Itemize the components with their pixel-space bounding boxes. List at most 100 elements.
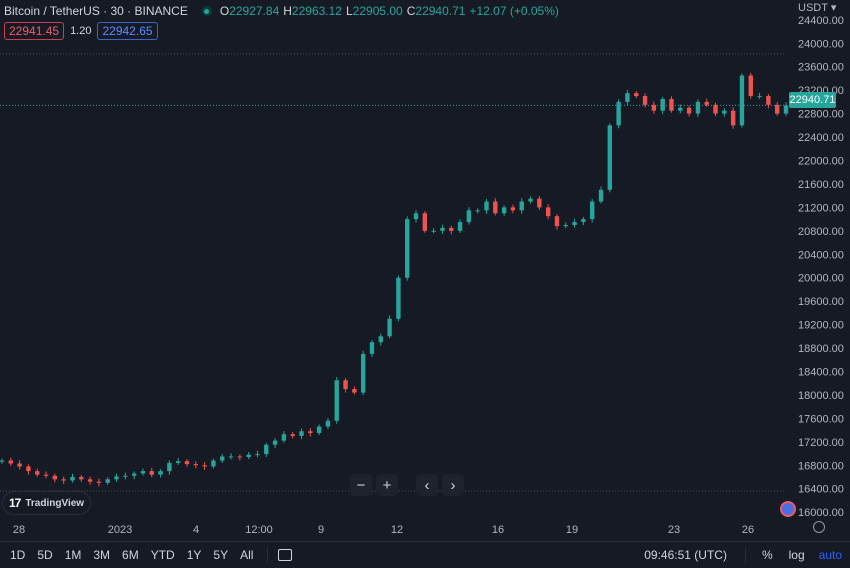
market-open-icon — [201, 6, 212, 16]
percent-scale-toggle[interactable]: % — [761, 548, 773, 562]
time-tick-label: 2023 — [108, 524, 132, 536]
candle-body — [431, 230, 436, 232]
low-label: L — [345, 4, 353, 18]
candle-body — [211, 460, 216, 467]
currency-selector[interactable]: USDT ▾ — [798, 1, 836, 14]
gear-icon[interactable] — [813, 521, 825, 533]
price-tick-label: 20000.00 — [798, 273, 844, 285]
candle-body — [220, 456, 225, 461]
period-all[interactable]: All — [240, 548, 254, 562]
candle-body — [70, 476, 75, 481]
candle-body — [281, 434, 287, 441]
price-tick-label: 18400.00 — [798, 366, 844, 378]
auto-scale-toggle[interactable]: auto — [818, 548, 842, 562]
candle-body — [607, 125, 613, 190]
price-tick-label: 18800.00 — [798, 343, 844, 355]
symbol-title[interactable]: Bitcoin / TetherUS · 30 · BINANCE — [4, 4, 188, 18]
flag-icon[interactable] — [780, 501, 796, 517]
candle-body — [493, 201, 498, 214]
candle-body — [475, 210, 480, 212]
candle-body — [378, 336, 383, 343]
utc-clock[interactable]: 09:46:51 (UTC) — [644, 548, 727, 562]
period-3m[interactable]: 3M — [93, 548, 111, 562]
price-tick-label: 16000.00 — [798, 507, 844, 519]
candle-body — [26, 466, 31, 472]
price-tick-label: 19600.00 — [798, 296, 844, 308]
period-1m[interactable]: 1M — [64, 548, 82, 562]
candle-body — [563, 224, 568, 227]
time-tick-label: 28 — [13, 524, 25, 536]
candle-body — [669, 98, 674, 111]
tradingview-logo[interactable]: 17 TradingView — [3, 492, 91, 514]
candle-body — [686, 107, 692, 114]
currency-label: USDT — [798, 2, 828, 14]
zoom-in-button[interactable]: + — [376, 474, 398, 496]
candle-body — [131, 473, 137, 476]
price-tick-label: 21200.00 — [798, 202, 844, 214]
candle-body — [598, 189, 604, 202]
candle-body — [449, 227, 454, 231]
time-tick-label: 12 — [391, 524, 403, 536]
candle-body — [0, 460, 5, 462]
price-tick-label: 17600.00 — [798, 413, 844, 425]
candle-body — [766, 96, 771, 105]
time-tick-label: 4 — [193, 524, 199, 536]
candle-body — [695, 101, 701, 114]
candle-body — [572, 222, 577, 225]
candle-body — [757, 96, 762, 98]
period-6m[interactable]: 6M — [122, 548, 139, 562]
candle-body — [43, 474, 49, 476]
time-tick-label: 26 — [742, 524, 754, 536]
candle-body — [184, 461, 190, 465]
scroll-left-button[interactable]: ‹ — [416, 474, 438, 496]
price-tick-label: 23600.00 — [798, 62, 844, 74]
candle-body — [405, 219, 410, 278]
zoom-out-button[interactable]: − — [350, 474, 372, 496]
candle-body — [105, 479, 110, 483]
open-label: O — [219, 4, 230, 18]
candle-body — [360, 353, 366, 393]
price-tick-label: 16800.00 — [798, 460, 844, 472]
candle-body — [466, 210, 472, 223]
time-tick-label: 19 — [566, 524, 578, 536]
candle-body — [352, 389, 357, 393]
log-scale-toggle[interactable]: log — [788, 548, 805, 562]
candle-body — [167, 462, 172, 472]
candle-body — [290, 434, 295, 436]
period-ytd[interactable]: YTD — [150, 548, 175, 562]
candle-body — [722, 110, 727, 114]
period-1d[interactable]: 1D — [10, 548, 26, 562]
bid-ask-panel: 22941.45 1.20 22942.65 — [4, 21, 158, 40]
high-label: H — [283, 4, 292, 18]
low-value: 22905.00 — [352, 4, 403, 18]
tradingview-logo-text: TradingView — [25, 497, 85, 509]
date-range-icon[interactable] — [278, 549, 293, 561]
period-1y[interactable]: 1Y — [186, 548, 202, 562]
toolbar-divider — [744, 547, 746, 563]
period-5d[interactable]: 5D — [37, 548, 53, 562]
candle-body — [228, 456, 234, 458]
time-tick-label: 16 — [492, 524, 504, 536]
bottom-toolbar: 1D 5D 1M 3M 6M YTD 1Y 5Y All 09:46:51 (U… — [0, 541, 850, 568]
period-5y[interactable]: 5Y — [213, 548, 229, 562]
candle-body — [660, 98, 665, 111]
candle-body — [17, 463, 22, 467]
candle-body — [484, 201, 489, 211]
candle-body — [264, 444, 269, 455]
candle-body — [545, 207, 551, 217]
scale-options: 09:46:51 (UTC) % log auto — [644, 547, 842, 563]
candle-body — [237, 456, 243, 458]
candle-body — [396, 277, 401, 319]
price-tick-label: 24000.00 — [798, 38, 844, 50]
candle-body — [634, 93, 639, 97]
time-tick-label: 23 — [668, 524, 680, 536]
buy-price-button[interactable]: 22942.65 — [97, 21, 158, 40]
scroll-right-button[interactable]: › — [442, 474, 464, 496]
candle-body — [590, 201, 595, 220]
sell-price-button[interactable]: 22941.45 — [4, 21, 65, 40]
price-tick-label: 21600.00 — [798, 179, 844, 191]
candle-body — [413, 213, 419, 220]
zoom-controls: − + ‹ › — [350, 474, 464, 496]
candle-body — [783, 105, 789, 114]
